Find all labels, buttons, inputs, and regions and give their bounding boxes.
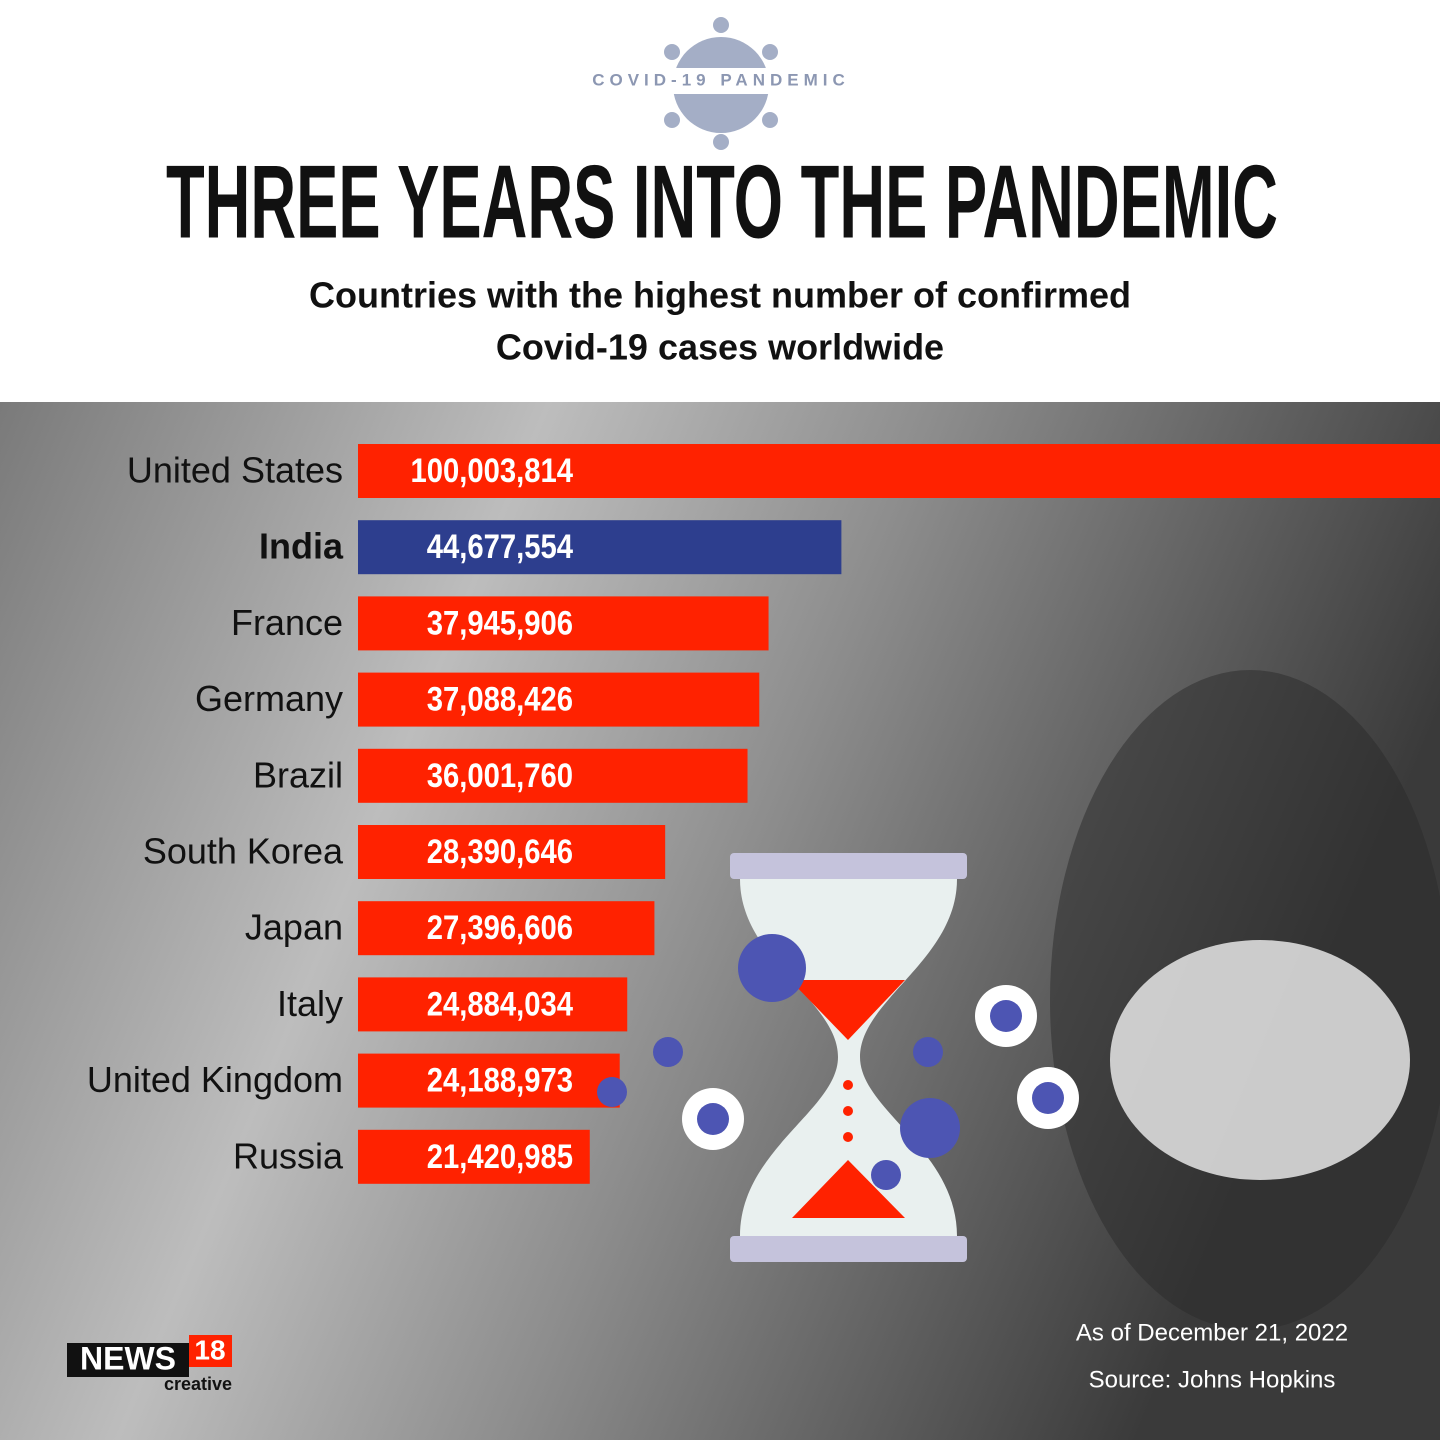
value-label: 44,677,554	[427, 527, 574, 566]
subtitle: Covid-19 cases worldwide	[496, 327, 944, 368]
bar	[358, 977, 628, 1032]
bar	[358, 520, 842, 575]
category-label: South Korea	[143, 831, 344, 872]
source: Source: Johns Hopkins	[1089, 1366, 1336, 1393]
kicker-bg	[570, 68, 870, 94]
value-label: 21,420,985	[427, 1137, 573, 1176]
note: As of December 21, 2022	[1076, 1319, 1348, 1346]
title: THREE YEARS INTO THE PANDEMIC	[166, 144, 1278, 260]
bar	[358, 1053, 620, 1108]
category-label: Russia	[233, 1135, 344, 1176]
logo-tagline: creative	[164, 1374, 232, 1394]
bar	[358, 444, 1440, 498]
virus-decoration	[597, 934, 1079, 1190]
category-label: Brazil	[253, 754, 343, 795]
category-label: India	[259, 526, 344, 567]
kicker: COVID-19 PANDEMIC	[592, 70, 850, 89]
category-label: Germany	[195, 678, 343, 719]
mask	[1110, 940, 1410, 1180]
bars: United States 100,003,814 India 44,677,554 F…	[87, 444, 1440, 1184]
value-label: 28,390,646	[427, 832, 573, 871]
category-label: United Kingdom	[87, 1059, 343, 1100]
bar	[358, 672, 760, 727]
subtitle: Countries with the highest number of con…	[309, 275, 1131, 316]
category-label: Japan	[245, 907, 343, 948]
logo-name: NEWS	[80, 1340, 176, 1376]
value-label: 37,945,906	[427, 603, 573, 642]
category-label: Italy	[277, 983, 343, 1024]
bar	[358, 748, 748, 803]
value-label: 37,088,426	[427, 679, 573, 718]
value-label: 24,884,034	[427, 984, 574, 1023]
value-label: 100,003,814	[411, 451, 574, 490]
value-label: 36,001,760	[427, 756, 573, 795]
logo-number: 18	[194, 1334, 225, 1365]
bar	[358, 1129, 590, 1184]
category-label: United States	[127, 450, 343, 491]
value-label: 27,396,606	[427, 908, 573, 947]
value-label: 24,188,973	[427, 1060, 573, 1099]
logo: NEWS 18 creative	[67, 1334, 232, 1394]
bar	[358, 596, 769, 651]
category-label: France	[231, 602, 343, 643]
bar	[358, 901, 655, 956]
bar	[358, 825, 666, 879]
